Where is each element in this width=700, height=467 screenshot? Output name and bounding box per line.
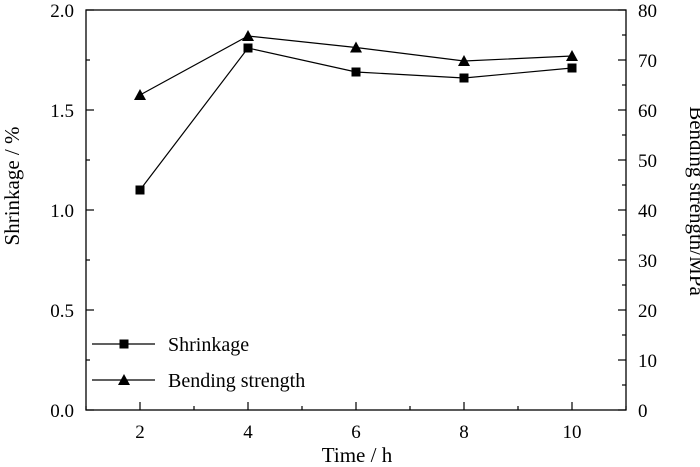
data-point-bending-strength: [242, 30, 254, 41]
y-right-tick-label: 10: [638, 351, 657, 372]
y-left-tick-label: 0.0: [50, 401, 74, 422]
series-layer: [134, 30, 578, 195]
legend-label-shrinkage: Shrinkage: [168, 334, 249, 356]
y-left-tick-label: 0.5: [50, 301, 74, 322]
legend-marker-bending: [118, 374, 130, 385]
y-left-tick-label: 1.0: [50, 201, 74, 222]
x-axis-label: Time / h: [322, 443, 393, 467]
y-right-tick-label: 80: [638, 1, 657, 22]
y-right-tick-label: 30: [638, 251, 657, 272]
data-point-shrinkage: [351, 67, 361, 77]
y-left-tick-label: 1.5: [50, 101, 74, 122]
y-right-tick-label: 50: [638, 151, 657, 172]
x-tick-label: 6: [351, 422, 361, 443]
data-point-shrinkage: [135, 185, 145, 195]
legend: Shrinkage Bending strength: [92, 334, 305, 392]
x-tick-label: 4: [243, 422, 253, 443]
x-tick-label: 2: [135, 422, 145, 443]
y-right-tick-label: 60: [638, 101, 657, 122]
legend-marker-shrinkage: [119, 339, 129, 349]
y-right-tick-label: 0: [638, 401, 648, 422]
legend-label-bending: Bending strength: [168, 370, 305, 392]
y-left-tick-label: 2.0: [50, 1, 74, 22]
data-point-bending-strength: [566, 50, 578, 61]
data-point-bending-strength: [134, 89, 146, 100]
data-point-bending-strength: [350, 41, 362, 53]
y-right-tick-label: 20: [638, 301, 657, 322]
ticks: 2 4 6 8 10 0.0 0.5 1.0 1.5 2.0 0 10 20 30 40 50 60 70 80: [50, 1, 657, 443]
x-tick-label: 10: [563, 422, 582, 443]
y-axis-label-right: Bending strength/MPa: [685, 106, 700, 296]
y-axis-label-left: Shrinkage / %: [0, 127, 24, 246]
data-point-shrinkage: [459, 73, 469, 83]
data-point-shrinkage: [567, 63, 577, 73]
data-point-shrinkage: [243, 43, 253, 53]
y-right-tick-label: 40: [638, 201, 657, 222]
y-right-tick-label: 70: [638, 51, 657, 72]
x-tick-label: 8: [459, 422, 469, 443]
data-point-bending-strength: [458, 55, 470, 66]
